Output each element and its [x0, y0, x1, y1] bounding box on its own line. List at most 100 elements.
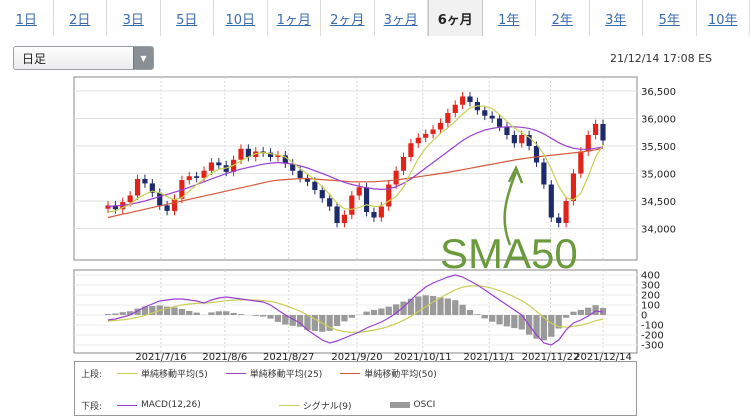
osc-tick-label: 0 [641, 311, 647, 322]
y-tick-label: 34,500 [641, 197, 676, 208]
candle-body [208, 162, 215, 171]
tab-9[interactable]: 1年 [482, 0, 536, 36]
candle-body [216, 162, 222, 166]
candle-body [600, 124, 606, 141]
osci-bar [466, 310, 474, 315]
x-tick-label: 2021/7/16 [135, 352, 186, 363]
candle-body [363, 187, 370, 212]
x-tick-label: 2021/8/27 [263, 352, 314, 363]
osci-bar [370, 309, 378, 315]
osc-tick-label: -100 [641, 321, 664, 332]
osci-bar [459, 304, 466, 315]
osci-bar [348, 315, 355, 318]
candle-body [563, 201, 569, 223]
legend-label-sma5: 単純移動平均(5) [141, 369, 208, 380]
osci-bar [511, 315, 518, 329]
tab-11[interactable]: 3年 [589, 0, 643, 36]
candle-body [157, 192, 163, 206]
osci-bar [400, 301, 407, 315]
legend-item-sma25: 単純移動平均(25) [225, 367, 322, 380]
candle-body [460, 96, 466, 105]
tab-2[interactable]: 3日 [107, 0, 161, 36]
osci-bar [474, 314, 481, 315]
osci-bar [252, 315, 259, 316]
osci-bar [341, 315, 348, 322]
tab-4[interactable]: 10日 [214, 0, 268, 36]
osci-bar [149, 306, 156, 315]
candle-body [548, 184, 554, 218]
tab-12[interactable]: 5年 [643, 0, 697, 36]
annotation-arrow-head [507, 164, 524, 184]
candle-body [327, 198, 333, 207]
x-tick-label: 2021/12/14 [574, 352, 632, 363]
x-tick-label: 2021/9/20 [331, 352, 382, 363]
legend-label-osci: OSCI [413, 400, 436, 410]
candle-body [149, 183, 155, 193]
tab-0[interactable]: 1日 [0, 0, 54, 36]
dropdown-arrow-icon[interactable]: ▼ [133, 47, 153, 69]
osci-bar [326, 315, 333, 331]
tab-5[interactable]: 1ヶ月 [267, 0, 321, 36]
tab-8[interactable]: 6ヶ月 [428, 0, 483, 36]
candle-body [393, 170, 399, 185]
candle-body [349, 195, 355, 215]
y-tick-label: 34,000 [641, 225, 676, 236]
osci-bar [385, 306, 392, 315]
candle-body [504, 126, 510, 135]
candle-body [334, 206, 340, 223]
osci-bar [422, 295, 429, 315]
tab-1[interactable]: 2日 [53, 0, 107, 36]
candle-body [238, 148, 244, 160]
x-tick-label: 2021/10/11 [394, 352, 452, 363]
osci-bar [119, 312, 126, 315]
candle-body [519, 135, 525, 144]
candle-body [201, 170, 207, 178]
candle-body [245, 148, 251, 157]
osci-bar [134, 308, 141, 315]
legend-item-sma50: 単純移動平均(50) [340, 367, 437, 380]
legend-swatch-osci [389, 402, 410, 408]
legend-label-macd: MACD(12,26) [141, 400, 201, 410]
tab-7[interactable]: 3ヶ月 [374, 0, 428, 36]
osci-bar [237, 314, 245, 315]
osci-bar [540, 315, 548, 341]
osci-bar [518, 315, 525, 330]
y-tick-label: 36,000 [641, 115, 676, 126]
candle-body [526, 135, 532, 146]
legend-label-sma50: 単純移動平均(50) [364, 369, 437, 380]
candle-body [275, 155, 281, 157]
tab-3[interactable]: 5日 [160, 0, 214, 36]
osci-bar [230, 312, 237, 315]
candle-body [290, 163, 296, 171]
candle-body [164, 205, 170, 211]
osci-bar [304, 315, 311, 330]
legend-item-macd: MACD(12,26) [117, 400, 201, 410]
candle-body [319, 190, 325, 199]
osc-tick-label: -300 [641, 341, 664, 352]
sma5-line [107, 105, 604, 213]
x-tick-label: 2021/11/22 [522, 352, 580, 363]
osci-bar [503, 315, 511, 327]
legend-swatch-sma5 [117, 372, 137, 374]
legend-swatch-macd [117, 404, 137, 406]
tab-10[interactable]: 2年 [536, 0, 590, 36]
osci-bar [171, 307, 178, 315]
osci-bar [592, 305, 599, 315]
osci-bar [127, 311, 134, 315]
candle-body [408, 143, 414, 157]
price-panel [105, 92, 606, 228]
osci-bar [274, 315, 282, 322]
candle-body [386, 184, 392, 207]
osci-bar [223, 311, 230, 315]
candle-body [304, 177, 311, 182]
candle-period-select[interactable]: 日足 ▼ [13, 46, 154, 70]
tab-6[interactable]: 2ヶ月 [321, 0, 375, 36]
candle-body [533, 146, 540, 163]
candle-body [467, 96, 473, 102]
candle-body [378, 206, 384, 218]
candle-body [171, 198, 178, 211]
tab-13[interactable]: 10年 [696, 0, 750, 36]
legend-swatch-signal [278, 404, 299, 406]
osci-bar [296, 315, 304, 327]
osci-bar [562, 315, 570, 318]
